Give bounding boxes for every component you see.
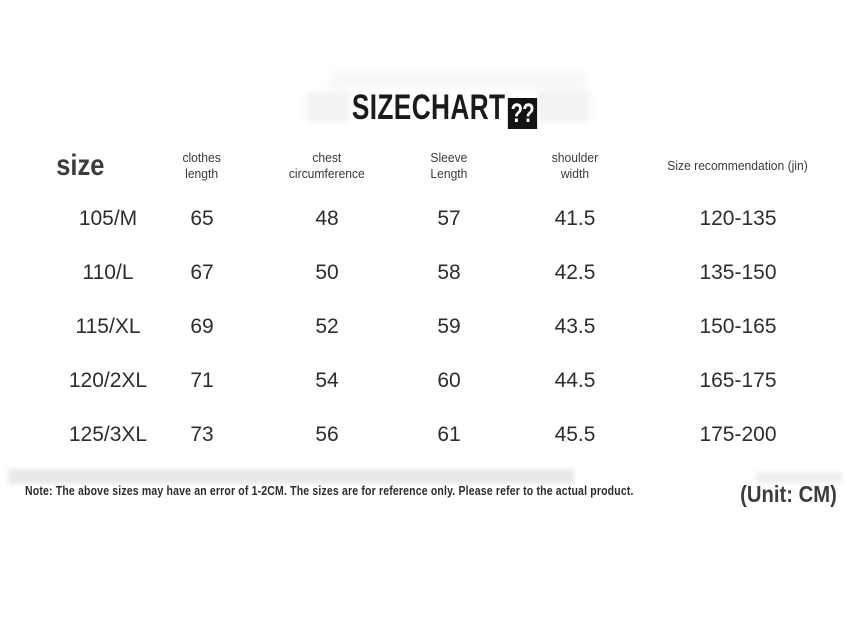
size-row-label: 105/M bbox=[78, 207, 138, 230]
ghost-artifact bbox=[330, 72, 586, 88]
table-cell: 42.5 bbox=[554, 261, 596, 284]
table-cell: 135-150 bbox=[699, 261, 777, 284]
table-cell: 69 bbox=[190, 315, 214, 338]
table-cell: 165-175 bbox=[699, 369, 777, 392]
table-cell: 73 bbox=[190, 423, 214, 446]
column-header: Sleeve Length bbox=[430, 150, 468, 181]
table-column: Sleeve Length 57 58 59 60 61 bbox=[364, 140, 534, 462]
table-cell: 54 bbox=[315, 369, 339, 392]
table-cell: 120-135 bbox=[699, 207, 777, 230]
table-cell: 41.5 bbox=[554, 207, 596, 230]
table-cell: 175-200 bbox=[699, 423, 777, 446]
table-cell: 59 bbox=[437, 315, 461, 338]
column-header: chest circumference bbox=[289, 150, 365, 181]
column-header: shoulder width bbox=[551, 150, 599, 181]
size-row-label: 125/3XL bbox=[68, 423, 148, 446]
page-title: SIZECHART?? bbox=[0, 88, 849, 129]
table-cell: 43.5 bbox=[554, 315, 596, 338]
column-header: clothes length bbox=[182, 150, 222, 181]
column-header-size: size bbox=[55, 149, 105, 182]
ghost-artifact bbox=[8, 469, 574, 484]
table-cell: 150-165 bbox=[699, 315, 777, 338]
column-header: Size recommendation (jin) bbox=[667, 158, 809, 173]
table-cell: 58 bbox=[437, 261, 461, 284]
size-row-label: 120/2XL bbox=[68, 369, 148, 392]
table-cell: 56 bbox=[315, 423, 339, 446]
size-row-label: 115/XL bbox=[75, 315, 141, 338]
table-column: clothes length 65 67 69 71 73 bbox=[117, 140, 287, 462]
table-column: size 105/M 110/L 115/XL 120/2XL 125/3XL bbox=[23, 140, 193, 462]
table-cell: 60 bbox=[437, 369, 461, 392]
table-cell: 67 bbox=[190, 261, 214, 284]
table-column: Size recommendation (jin) 120-135 135-150 1… bbox=[633, 140, 843, 462]
table-cell: 48 bbox=[315, 207, 339, 230]
table-column: chest circumference 48 50 52 54 56 bbox=[242, 140, 412, 462]
missing-glyph-box: ?? bbox=[507, 98, 538, 129]
unit-label: (Unit: CM) bbox=[740, 481, 837, 507]
page-title-text: SIZECHART bbox=[351, 88, 506, 127]
note-text: Note: The above sizes may have an error … bbox=[25, 484, 634, 498]
table-cell: 57 bbox=[437, 207, 461, 230]
table-cell: 65 bbox=[190, 207, 214, 230]
table-cell: 50 bbox=[315, 261, 339, 284]
table-cell: 45.5 bbox=[554, 423, 596, 446]
table-cell: 44.5 bbox=[554, 369, 596, 392]
size-row-label: 110/L bbox=[82, 261, 134, 284]
table-cell: 61 bbox=[437, 423, 461, 446]
table-cell: 52 bbox=[315, 315, 339, 338]
table-cell: 71 bbox=[190, 369, 214, 392]
table-column: shoulder width 41.5 42.5 43.5 44.5 45.5 bbox=[490, 140, 660, 462]
